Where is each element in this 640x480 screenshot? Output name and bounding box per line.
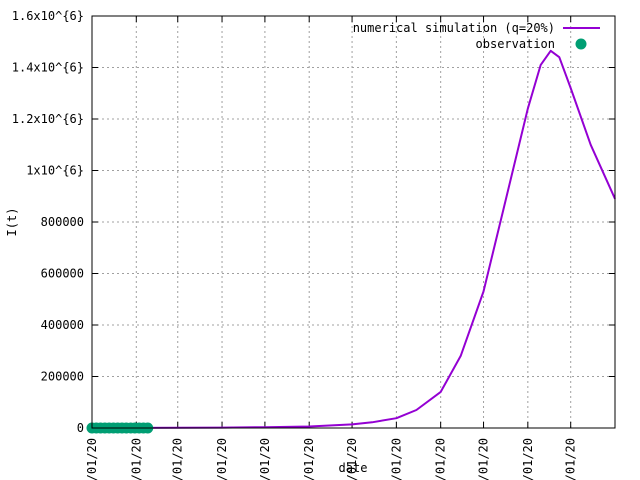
legend-label: observation — [476, 37, 555, 51]
x-tick-label: 01/01/20 — [85, 438, 99, 480]
legend-label: numerical simulation (q=20%) — [353, 21, 555, 35]
y-axis: 0 200000 400000 600000 800000 1x10^{6} 1.2x10^… — [12, 9, 615, 435]
legend: numerical simulation (q=20%) observation — [353, 21, 600, 51]
simulation-line — [91, 49, 616, 429]
legend-point-swatch — [575, 38, 587, 50]
y-tick-label: 1.6x10^{6} — [12, 9, 84, 23]
x-tick-label: 06/01/20 — [302, 438, 316, 480]
x-tick-label: 07/01/20 — [345, 438, 359, 480]
x-tick-label: 03/01/20 — [171, 438, 185, 480]
x-tick-label: 05/01/20 — [258, 438, 272, 480]
x-tick-label: 12/01/20 — [564, 438, 578, 480]
x-tick-label: 10/01/20 — [477, 438, 491, 480]
grid — [92, 16, 615, 428]
x-tick-label: 04/01/20 — [215, 438, 229, 480]
y-tick-label: 200000 — [41, 370, 84, 384]
x-tick-label: 08/01/20 — [389, 438, 403, 480]
y-tick-label: 1x10^{6} — [26, 164, 84, 178]
y-tick-label: 0 — [77, 421, 84, 435]
y-tick-label: 800000 — [41, 215, 84, 229]
series-layer — [86, 49, 616, 434]
x-tick-label: 09/01/20 — [434, 438, 448, 480]
y-tick-label: 1.4x10^{6} — [12, 61, 84, 75]
y-tick-label: 600000 — [41, 267, 84, 281]
x-axis-label: date — [339, 461, 368, 475]
x-axis: 01/01/20 02/01/20 03/01/20 04/01/20 05/01/20… — [85, 16, 578, 480]
x-tick-label: 02/01/20 — [129, 438, 143, 480]
plot-frame — [91, 15, 616, 429]
y-tick-label: 400000 — [41, 318, 84, 332]
y-axis-label: I(t) — [5, 208, 19, 237]
y-tick-label: 1.2x10^{6} — [12, 112, 84, 126]
x-tick-label: 11/01/20 — [521, 438, 535, 480]
